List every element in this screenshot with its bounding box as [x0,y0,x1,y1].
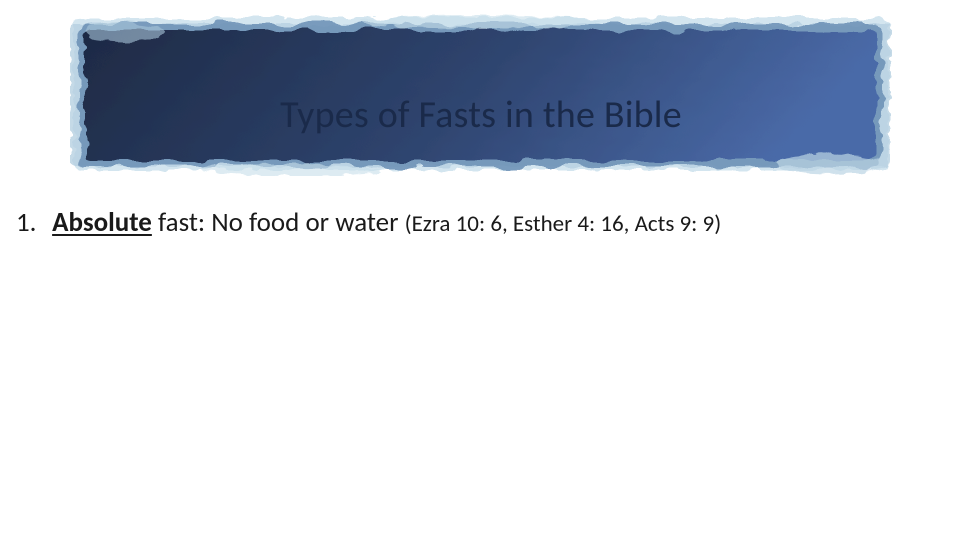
item-description: fast: No food or water [152,206,405,239]
title-banner: Types of Fasts in the Bible [70,14,892,176]
slide: Types of Fasts in the Bible 1. Absolute … [0,0,960,540]
item-number: 1. [16,206,46,240]
item-references: (Ezra 10: 6, Esther 4: 16, Acts 9: 9) [405,210,722,238]
item-term: Absolute [52,206,152,239]
slide-title: Types of Fasts in the Bible [70,92,892,138]
body-line-1: 1. Absolute fast: No food or water (Ezra… [16,206,936,240]
